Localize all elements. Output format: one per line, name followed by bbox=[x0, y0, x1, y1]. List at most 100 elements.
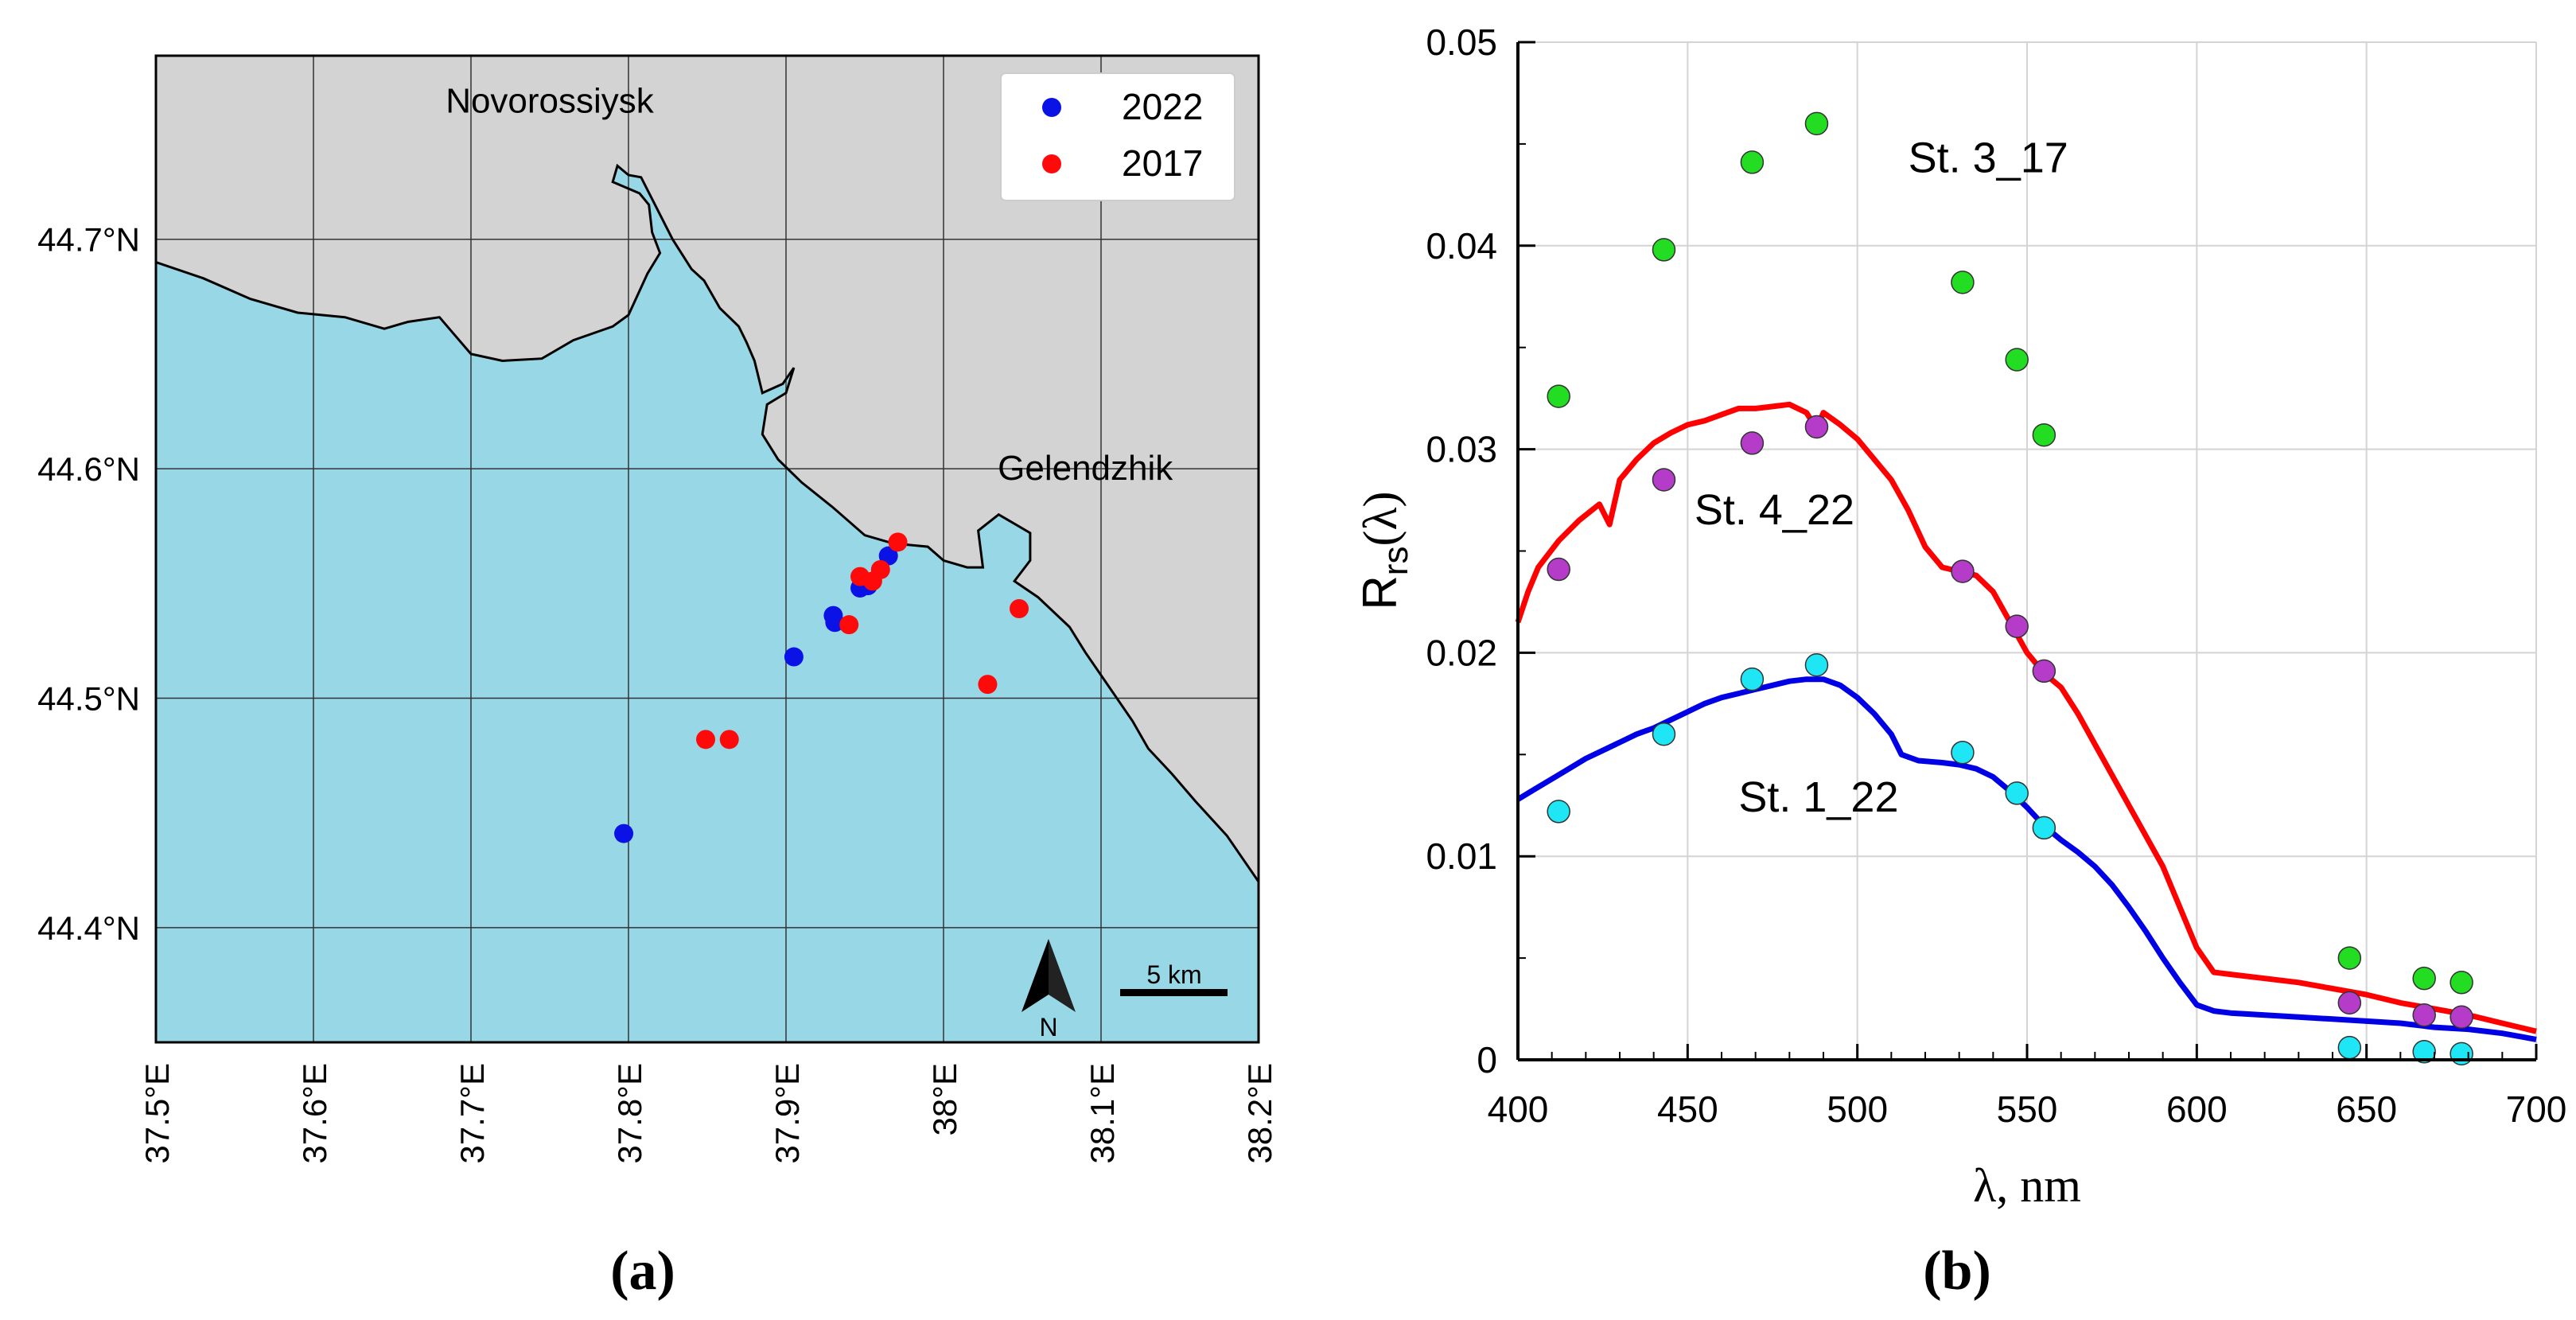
map-y-ticks: 44.4°N 44.5°N 44.6°N 44.7°N bbox=[37, 221, 140, 947]
y-axis-label-sub: rs bbox=[1376, 547, 1415, 576]
point-st-3-17 bbox=[1740, 150, 1765, 174]
point-st-4-22-points bbox=[1547, 557, 1570, 582]
spectrum-annotation: St. 1_22 bbox=[1738, 773, 1898, 821]
spectra-y-tick-label: 0.04 bbox=[1426, 225, 1497, 267]
panel-label-a: (a) bbox=[610, 1240, 675, 1302]
point-st-4-22-points bbox=[2005, 614, 2029, 638]
map-x-tick-label: 37.7°E bbox=[453, 1063, 491, 1164]
spectra-x-tick-label: 450 bbox=[1657, 1088, 1718, 1130]
spectra-x-tick-label: 700 bbox=[2506, 1088, 2567, 1130]
station-2017-marker bbox=[888, 532, 908, 552]
spectra-x-tick-label: 550 bbox=[1997, 1088, 2058, 1130]
point-st-3-17 bbox=[2005, 348, 2029, 372]
map-y-tick-label: 44.4°N bbox=[37, 909, 140, 947]
station-2017-marker bbox=[978, 675, 998, 695]
point-st-4-22-points bbox=[1951, 559, 1975, 583]
coastline bbox=[156, 163, 1259, 882]
spectra-panel: 400 450 500 550 600 650 700 00.010.020.030.040… bbox=[1353, 21, 2566, 1302]
point-st-1-22-points bbox=[2337, 1035, 2362, 1060]
map-y-tick-label: 44.5°N bbox=[37, 679, 140, 717]
point-st-3-17 bbox=[2032, 422, 2057, 447]
legend-2017-label: 2017 bbox=[1122, 142, 1203, 184]
map-x-tick-label: 37.9°E bbox=[769, 1063, 806, 1164]
station-2017-marker bbox=[870, 559, 890, 579]
spectra-x-tick-label: 400 bbox=[1488, 1088, 1549, 1130]
point-st-4-22-points bbox=[2032, 659, 2057, 683]
map-x-tick-label: 38°E bbox=[926, 1063, 963, 1136]
map-x-tick-label: 37.5°E bbox=[138, 1063, 176, 1164]
point-st-3-17 bbox=[2412, 966, 2436, 991]
point-st-1-22-points bbox=[1547, 800, 1570, 824]
point-st-1-22-points bbox=[1740, 667, 1765, 691]
station-2022-marker bbox=[825, 613, 845, 633]
point-st-4-22-points bbox=[2450, 1005, 2473, 1030]
spectra-x-tick-label: 600 bbox=[2166, 1088, 2228, 1130]
point-st-3-17 bbox=[2450, 971, 2473, 995]
station-2017-marker bbox=[719, 730, 739, 750]
station-2017-marker bbox=[696, 730, 716, 750]
map-x-tick-label: 38.2°E bbox=[1241, 1063, 1278, 1164]
legend-2022-label: 2022 bbox=[1122, 86, 1203, 127]
station-markers bbox=[614, 532, 1029, 843]
map-panel: 37.5°E 37.6°E 37.7°E 37.8°E 37.9°E 38°E 38.1°E… bbox=[37, 54, 1278, 1302]
panel-label-b: (b) bbox=[1923, 1240, 1991, 1302]
place-label-novorossiysk: Novorossiysk bbox=[446, 82, 655, 121]
point-st-4-22-points bbox=[2412, 1003, 2436, 1027]
scale-bar: 5 km bbox=[1120, 960, 1228, 996]
point-st-3-17 bbox=[1804, 111, 1829, 136]
map-x-tick-label: 38.1°E bbox=[1084, 1063, 1121, 1164]
point-st-1-22-points bbox=[1804, 652, 1829, 677]
point-st-4-22-points bbox=[2337, 991, 2362, 1015]
spectra-y-tick-label: 0 bbox=[1477, 1039, 1497, 1081]
legend-2017-marker bbox=[1042, 154, 1061, 173]
point-st-1-22-points bbox=[2450, 1042, 2473, 1066]
north-arrow-icon: N bbox=[1021, 939, 1076, 1042]
map-x-ticks: 37.5°E 37.6°E 37.7°E 37.8°E 37.9°E 38°E 38.1°E… bbox=[138, 1063, 1278, 1164]
spectrum-annotation: St. 3_17 bbox=[1909, 134, 2068, 182]
point-st-4-22-points bbox=[1652, 468, 1676, 492]
spectra-x-ticks: 400 450 500 550 600 650 700 bbox=[1488, 1044, 2567, 1130]
map-frame bbox=[154, 54, 1260, 1044]
point-st-3-17 bbox=[2337, 946, 2362, 970]
spectra-y-ticks: 0 0.01 0.02 0.03 0.04 0.05 bbox=[1426, 21, 1535, 1081]
map-y-tick-label: 44.6°N bbox=[37, 450, 140, 488]
station-2017-marker bbox=[839, 615, 859, 635]
point-st-4-22-points bbox=[1804, 415, 1829, 439]
point-st-4-22-points bbox=[1740, 431, 1765, 455]
point-st-1-22-points bbox=[1951, 740, 1975, 765]
x-axis-label: λ, nm bbox=[1973, 1159, 2081, 1212]
spectra-y-tick-label: 0.05 bbox=[1426, 21, 1497, 63]
y-axis-label: Rrs(λ) bbox=[1353, 491, 1415, 609]
place-label-gelendzhik: Gelendzhik bbox=[998, 449, 1173, 488]
spectra-gridlines bbox=[1518, 41, 2537, 1060]
point-st-3-17 bbox=[1652, 238, 1676, 262]
point-st-1-22-points bbox=[2412, 1040, 2436, 1064]
north-arrow-label: N bbox=[1039, 1013, 1057, 1042]
point-st-3-17 bbox=[1547, 384, 1570, 408]
spectra-points bbox=[1547, 111, 2473, 1066]
point-st-1-22-points bbox=[2005, 781, 2029, 805]
map-x-tick-label: 37.8°E bbox=[611, 1063, 648, 1164]
scale-bar-label: 5 km bbox=[1146, 960, 1201, 989]
spectra-y-tick-label: 0.02 bbox=[1426, 632, 1497, 673]
spectra-x-tick-label: 500 bbox=[1827, 1088, 1888, 1130]
spectrum-annotation: St. 4_22 bbox=[1695, 486, 1854, 534]
point-st-3-17 bbox=[1951, 271, 1975, 294]
map-legend: 2022 2017 bbox=[1000, 72, 1235, 201]
land-area bbox=[156, 56, 1259, 882]
legend-2022-marker bbox=[1042, 98, 1061, 117]
point-st-1-22-points bbox=[2032, 816, 2057, 840]
station-2022-marker bbox=[614, 824, 634, 843]
spectra-y-tick-label: 0.01 bbox=[1426, 835, 1497, 877]
y-axis-label-main: R bbox=[1353, 575, 1407, 609]
spectra-x-tick-label: 650 bbox=[2336, 1088, 2397, 1130]
station-2022-marker bbox=[784, 647, 804, 667]
y-axis-label-tail: (λ) bbox=[1354, 491, 1407, 546]
spectrum-line-st-4-22 bbox=[1515, 401, 2537, 1034]
point-st-1-22-points bbox=[1652, 722, 1676, 746]
map-gridlines bbox=[156, 56, 1259, 1042]
map-x-tick-label: 37.6°E bbox=[296, 1063, 333, 1164]
station-2017-marker bbox=[1010, 598, 1029, 618]
spectra-annotations: St. 3_17 St. 4_22 St. 1_22 bbox=[1695, 134, 2068, 821]
